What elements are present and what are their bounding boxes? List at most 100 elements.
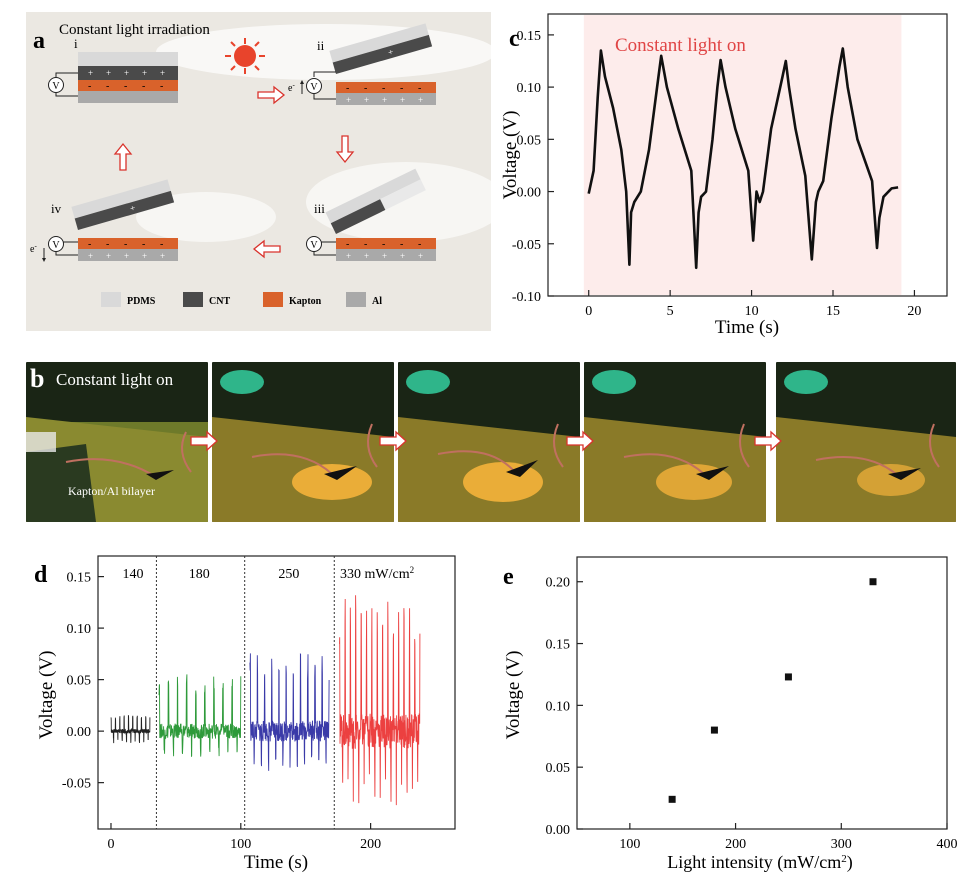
svg-text:+: + [382,251,387,261]
x-tick-label: 0 [107,837,114,852]
panel-b-label: Constant light on [56,370,174,389]
svg-text:+: + [400,95,405,105]
arrow-up-icon [113,142,133,171]
svg-text:-: - [418,83,421,94]
svg-text:-: - [88,239,91,250]
step-iv: - - - - - + + + + + + [42,179,178,262]
electron-label: e- [288,81,295,94]
panel-e: 100 200 300 400 0.00 0.05 0.10 0.15 0.20 Light in… [485,545,971,890]
svg-text:+: + [142,68,147,78]
y-axis-label: Voltage (V) [36,651,57,740]
voltmeter-label: V [52,81,60,92]
svg-text:+: + [400,251,405,261]
voltage-trace [249,653,330,771]
x-tick-label: 20 [907,304,921,319]
svg-text:-: - [142,239,145,250]
voltmeter-label: V [310,240,318,251]
materials-legend: PDMS CNT Kapton Al [101,292,382,307]
svg-text:+: + [106,251,111,261]
photo-4 [584,362,766,522]
panel-a-title: Constant light irradiation [59,22,210,38]
data-point [710,726,718,734]
x-tick-label: 5 [667,304,674,319]
svg-text:-: - [106,239,109,250]
legend-label: Kapton [289,296,322,307]
voltage-trace [110,715,151,744]
y-tick-label: -0.05 [512,238,541,253]
voltmeter-icon: V [48,236,64,252]
legend-label: PDMS [127,296,156,307]
svg-text:-: - [124,239,127,250]
legend-label: CNT [209,296,230,307]
y-tick-label: 0.15 [67,571,92,586]
svg-text:+: + [346,95,351,105]
segment-label: 180 [189,567,210,582]
arrow-right-icon [257,85,286,105]
segment-label: 250 [278,567,299,582]
arrow-right-icon [754,430,782,452]
svg-text:-: - [400,239,403,250]
chart-c: 0 5 10 15 20 -0.10 -0.05 0.00 0.05 0.10 0.15 Consta… [500,13,948,338]
svg-text:+: + [418,251,423,261]
y-tick-label: 0.00 [546,823,571,838]
y-tick-label: 0.15 [517,29,542,44]
svg-text:+: + [160,68,165,78]
y-tick-label: 0.00 [67,725,92,740]
panel-c: 0 5 10 15 20 -0.10 -0.05 0.00 0.05 0.10 0.15 Consta… [492,0,971,350]
photo-5-image [776,362,956,522]
x-axis-label: Time (s) [715,317,779,338]
svg-text:+: + [124,68,129,78]
svg-text:-: - [382,239,385,250]
voltmeter-icon: V [306,236,322,252]
svg-text:+: + [346,251,351,261]
step-iii: - - - - - + + + + + [313,168,436,261]
y-tick-label: 0.05 [546,761,571,776]
y-tick-label: 0.10 [517,81,542,96]
voltage-trace [339,595,421,806]
photo-3 [398,362,580,522]
x-tick-label: 100 [230,837,251,852]
svg-text:-: - [364,239,367,250]
svg-text:+: + [382,95,387,105]
svg-text:+: + [129,203,137,214]
panel-a: + + + + + - - - - - - - - - - + + + + + + - - - - - [26,12,506,331]
arrow-right-icon [566,430,594,452]
data-point [869,578,877,586]
x-tick-label: 0 [585,304,592,319]
voltage-trace [158,674,242,757]
step-label: iv [51,201,62,216]
svg-text:-: - [364,83,367,94]
y-tick-label: -0.10 [512,290,541,305]
arrow-right-icon [379,430,407,452]
glare [136,192,276,242]
svg-text:+: + [124,251,129,261]
y-tick-label: 0.05 [517,133,542,148]
sample-label: Kapton/Al bilayer [68,484,155,498]
svg-text:-: - [346,239,349,250]
voltmeter-icon: V [306,78,322,94]
panel-letter: d [34,562,48,588]
panel-d: 0 100 200 -0.05 0.00 0.05 0.10 0.15 140 180 250 330… [0,545,480,890]
x-tick-label: 100 [619,837,640,852]
step-label: ii [317,38,325,53]
plot-frame [547,13,948,297]
plot-frame [97,555,456,830]
svg-text:+: + [364,251,369,261]
segment-label: 330 mW/cm2 [340,565,414,582]
y-tick-label: 0.05 [67,674,92,689]
legend-label: Al [372,296,382,307]
plot-frame [576,556,948,830]
photo-1 [26,362,208,522]
y-tick-label: 0.20 [546,576,571,591]
step-ii: - - - - - + + + + + + [300,23,436,105]
svg-text:-: - [382,83,385,94]
y-tick-label: 0.15 [546,638,571,653]
svg-text:-: - [346,83,349,94]
photo-3-image [398,362,580,522]
segment-label: 140 [123,567,144,582]
svg-text:-: - [124,81,127,92]
arrow-down-icon [335,135,355,164]
photo-2-image [212,362,394,522]
svg-text:-: - [88,81,91,92]
x-tick-label: 300 [831,837,852,852]
